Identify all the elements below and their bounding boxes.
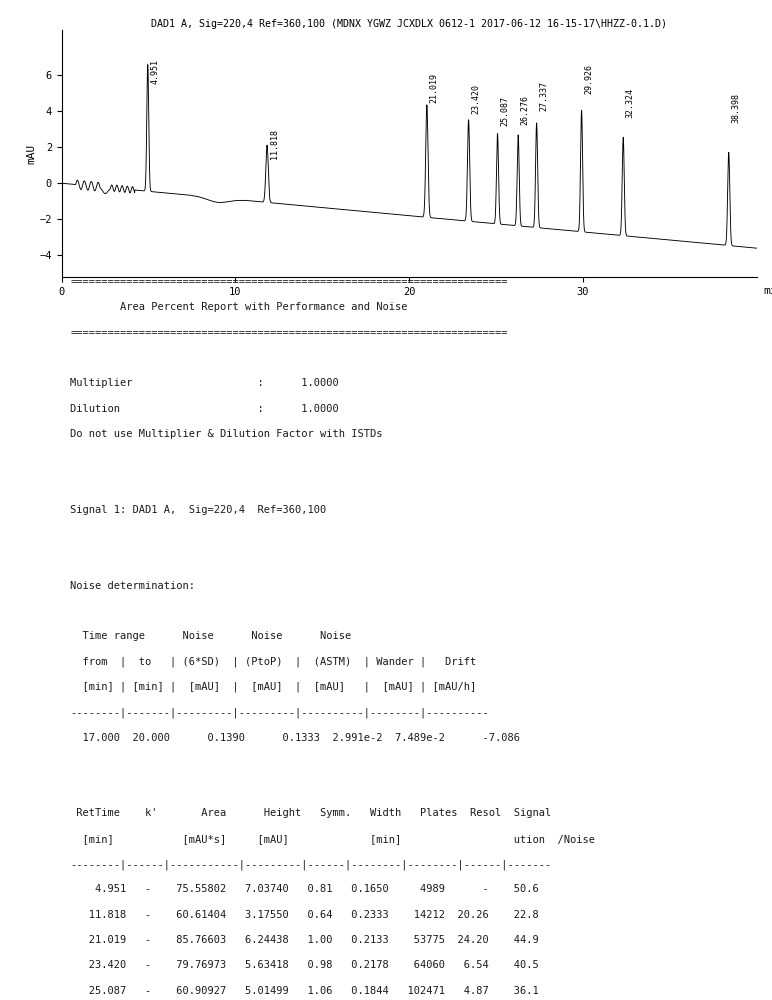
Text: 21.019   -    85.76603   6.24438   1.00   0.2133    53775  24.20    44.9: 21.019 - 85.76603 6.24438 1.00 0.2133 53… xyxy=(70,935,539,945)
Text: 4.951: 4.951 xyxy=(151,59,159,84)
Text: Noise determination:: Noise determination: xyxy=(70,581,195,591)
Text: 23.420: 23.420 xyxy=(471,84,480,114)
Text: 26.276: 26.276 xyxy=(521,95,530,125)
Text: 38.398: 38.398 xyxy=(731,93,740,123)
Text: 29.926: 29.926 xyxy=(584,64,593,94)
Text: RetTime    k'       Area      Height   Symm.   Width   Plates  Resol  Signal: RetTime k' Area Height Symm. Width Plate… xyxy=(70,808,551,818)
Text: 25.087: 25.087 xyxy=(500,96,509,126)
Text: [min] | [min] |  [mAU]  |  [mAU]  |  [mAU]   |  [mAU] | [mAU/h]: [min] | [min] | [mAU] | [mAU] | [mAU] | … xyxy=(70,682,476,692)
Text: 21.019: 21.019 xyxy=(429,73,438,103)
Text: 23.420   -    79.76973   5.63418   0.98   0.2178    64060   6.54    40.5: 23.420 - 79.76973 5.63418 0.98 0.2178 64… xyxy=(70,960,539,970)
Text: Signal 1: DAD1 A,  Sig=220,4  Ref=360,100: Signal 1: DAD1 A, Sig=220,4 Ref=360,100 xyxy=(70,505,327,515)
Text: 11.818: 11.818 xyxy=(269,129,279,159)
Text: 25.087   -    60.90927   5.01499   1.06   0.1844   102471   4.87    36.1: 25.087 - 60.90927 5.01499 1.06 0.1844 10… xyxy=(70,986,539,996)
Text: 17.000  20.000      0.1390      0.1333  2.991e-2  7.489e-2      -7.086: 17.000 20.000 0.1390 0.1333 2.991e-2 7.4… xyxy=(70,733,520,743)
Y-axis label: mAU: mAU xyxy=(27,143,37,164)
Text: Dilution                      :      1.0000: Dilution : 1.0000 xyxy=(70,404,339,414)
Text: Time range      Noise      Noise      Noise: Time range Noise Noise Noise xyxy=(70,631,351,641)
Text: --------|-------|---------|---------|----------|--------|----------: --------|-------|---------|---------|---… xyxy=(70,707,489,718)
Text: Area Percent Report with Performance and Noise: Area Percent Report with Performance and… xyxy=(70,302,408,312)
Text: ======================================================================: ========================================… xyxy=(70,277,508,287)
Text: 4.951   -    75.55802   7.03740   0.81   0.1650     4989      -    50.6: 4.951 - 75.55802 7.03740 0.81 0.1650 498… xyxy=(70,884,539,894)
Text: 32.324: 32.324 xyxy=(626,88,635,118)
Text: 11.818   -    60.61404   3.17550   0.64   0.2333    14212  20.26    22.8: 11.818 - 60.61404 3.17550 0.64 0.2333 14… xyxy=(70,910,539,920)
Text: Do not use Multiplier & Dilution Factor with ISTDs: Do not use Multiplier & Dilution Factor … xyxy=(70,429,383,439)
Text: 27.337: 27.337 xyxy=(539,81,548,111)
Text: from  |  to   | (6*SD)  | (PtoP)  |  (ASTM)  | Wander |   Drift: from | to | (6*SD) | (PtoP) | (ASTM) | W… xyxy=(70,657,476,667)
Text: Multiplier                    :      1.0000: Multiplier : 1.0000 xyxy=(70,378,339,388)
Text: min: min xyxy=(764,286,772,296)
Title: DAD1 A, Sig=220,4 Ref=360,100 (MDNX YGWZ JCXDLX 0612-1 2017-06-12 16-15-17\HHZZ-: DAD1 A, Sig=220,4 Ref=360,100 (MDNX YGWZ… xyxy=(151,19,667,29)
Text: [min]           [mAU*s]     [mAU]             [min]                  ution  /Noi: [min] [mAU*s] [mAU] [min] ution /Noi xyxy=(70,834,595,844)
Text: ======================================================================: ========================================… xyxy=(70,328,508,338)
Text: --------|------|-----------|---------|------|--------|--------|------|-------: --------|------|-----------|---------|--… xyxy=(70,859,551,870)
